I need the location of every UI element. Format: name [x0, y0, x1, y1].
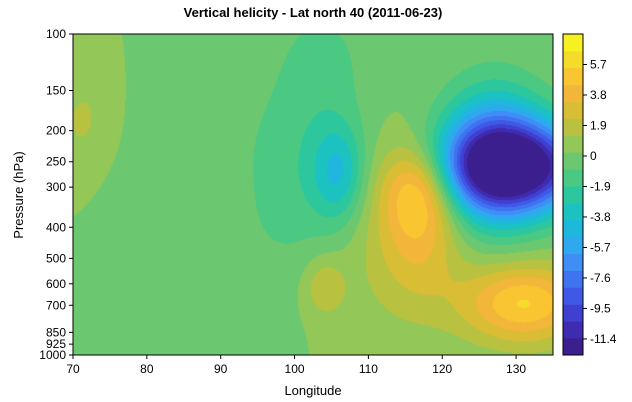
- y-tick-label: 300: [46, 180, 66, 194]
- y-tick-label: 1000: [39, 348, 66, 362]
- x-tick-label: 100: [285, 362, 305, 376]
- colorbar-swatch: [563, 304, 583, 322]
- plot-area: [73, 34, 553, 355]
- chart-title: Vertical helicity - Lat north 40 (2011-0…: [184, 5, 443, 20]
- y-tick-label: 100: [46, 27, 66, 41]
- colorbar-swatch: [563, 152, 583, 170]
- y-tick-label: 150: [46, 84, 66, 98]
- colorbar-tick-label: 5.7: [590, 57, 607, 71]
- x-tick-label: 130: [506, 362, 526, 376]
- colorbar-swatch: [563, 169, 583, 187]
- colorbar-swatch: [563, 270, 583, 288]
- y-tick-label: 200: [46, 124, 66, 138]
- plot-frame: [72, 33, 554, 356]
- colorbar-swatch: [563, 34, 583, 52]
- colorbar-swatch: [563, 118, 583, 136]
- colorbar-tick-label: -11.4: [590, 332, 617, 346]
- colorbar-swatch: [563, 219, 583, 238]
- x-tick-label: 90: [214, 362, 228, 376]
- x-tick-label: 70: [66, 362, 80, 376]
- colorbar-swatch: [563, 101, 583, 119]
- colorbar-swatch: [563, 236, 583, 255]
- colorbar-tick-label: -3.8: [590, 210, 611, 224]
- colorbar-swatch: [563, 50, 583, 69]
- y-tick-label: 400: [46, 220, 66, 234]
- colorbar-tick-label: 1.9: [590, 118, 607, 132]
- x-axis-label: Longitude: [284, 383, 341, 398]
- colorbar-swatch: [563, 135, 583, 153]
- colorbar-tick-label: 0: [590, 149, 597, 163]
- y-tick-label: 925: [46, 337, 66, 351]
- colorbar-swatch: [563, 186, 583, 204]
- x-axis: 70 80 90 100 110 120 130: [66, 355, 526, 376]
- y-tick-label: 250: [46, 155, 66, 169]
- colorbar-tick-label: -9.5: [590, 301, 611, 315]
- colorbar-tick-label: -1.9: [590, 179, 611, 193]
- y-tick-label: 600: [46, 277, 66, 291]
- y-tick-label: 850: [46, 325, 66, 339]
- colorbar-swatch: [563, 67, 583, 86]
- colorbar-swatch: [563, 84, 583, 102]
- colorbar-swatch: [563, 338, 583, 356]
- colorbar-swatch: [563, 202, 583, 221]
- x-tick-label: 120: [432, 362, 452, 376]
- colorbar-frame: [562, 33, 584, 356]
- colorbar-swatch: [563, 321, 583, 339]
- y-tick-label: 500: [46, 251, 66, 265]
- colorbar-tick-label: -7.6: [590, 271, 611, 285]
- colorbar-swatch: [563, 253, 583, 271]
- colorbar-tick-label: -5.7: [590, 240, 611, 254]
- colorbar-swatch: [563, 287, 583, 305]
- y-axis-label: Pressure (hPa): [11, 151, 26, 238]
- y-tick-label: 700: [46, 298, 66, 312]
- x-tick-label: 110: [359, 362, 378, 376]
- x-tick-label: 80: [140, 362, 154, 376]
- colorbar-tick-label: 3.8: [590, 88, 607, 102]
- contour-field: [73, 34, 553, 355]
- colorbar: 5.7 3.8 1.9 0 -1.9 -3.8 -5.7 -7.6 -9.5 -11.4: [562, 33, 617, 356]
